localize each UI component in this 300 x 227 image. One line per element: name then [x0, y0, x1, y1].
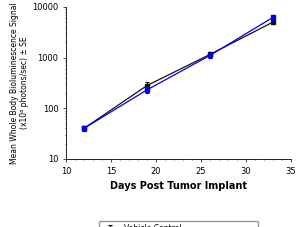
X-axis label: Days Post Tumor Implant: Days Post Tumor Implant — [110, 181, 247, 191]
Y-axis label: Mean Whole Body Bioluminescence Signal
(x10⁶ photons/sec) ± SE: Mean Whole Body Bioluminescence Signal (… — [10, 2, 29, 164]
Legend: Vehicle Control, Carfilzomib, 3mg/kg, IV, D13, D14: Vehicle Control, Carfilzomib, 3mg/kg, IV… — [99, 220, 258, 227]
